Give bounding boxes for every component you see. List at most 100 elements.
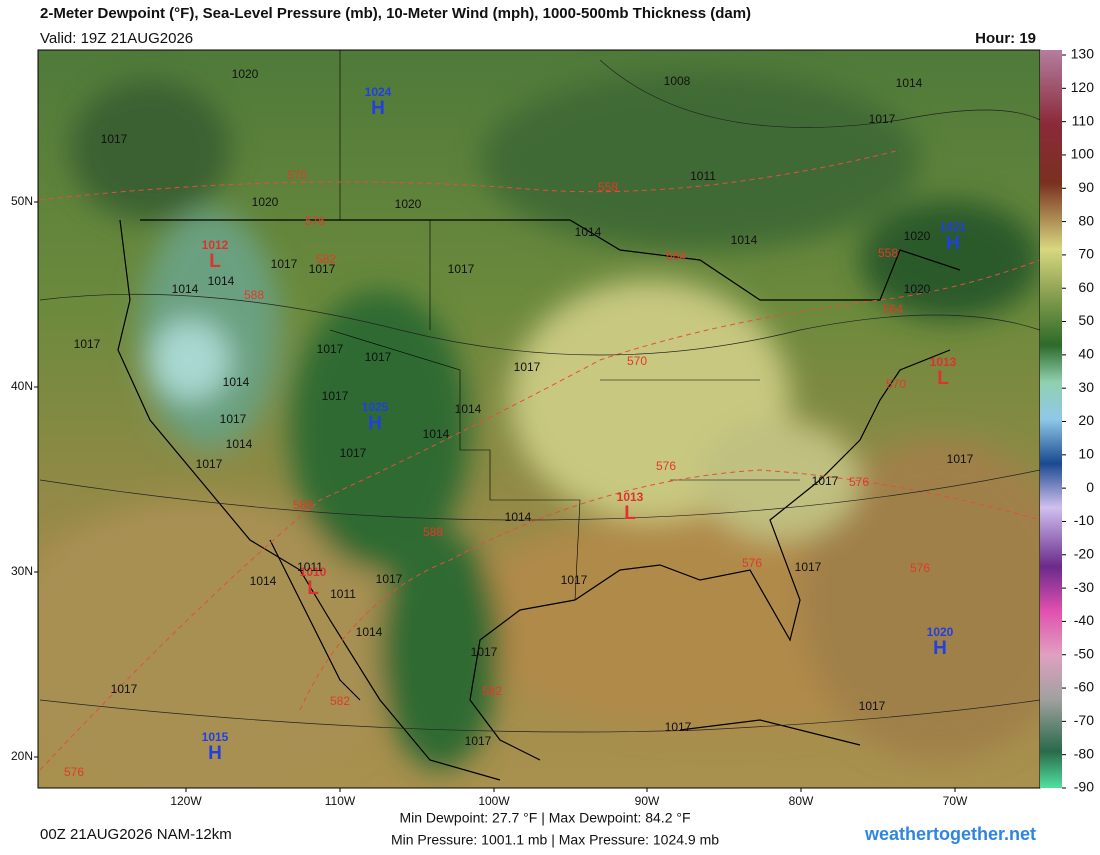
isobar-label: 1017	[448, 262, 475, 276]
thickness-label: 588	[244, 288, 264, 302]
isobar-label: 1020	[232, 67, 259, 81]
isobar-label: 1014	[896, 76, 923, 90]
center-value: 1010	[300, 565, 327, 579]
isobar-label: 1011	[690, 169, 716, 183]
isobar-label: 1017	[561, 573, 588, 587]
colorbar-label: -50	[1074, 645, 1094, 661]
colorbar-label: 60	[1078, 279, 1094, 295]
center-letter: H	[208, 743, 222, 764]
isobar-label: 1017	[665, 720, 692, 734]
lat-label: 30N	[11, 564, 33, 578]
colorbar-label: 70	[1078, 246, 1094, 262]
center-letter: L	[209, 251, 221, 272]
lon-label: 70W	[943, 794, 968, 808]
thickness-label: 564	[666, 249, 686, 263]
colorbar-label: 40	[1078, 346, 1094, 362]
lon-label: 120W	[170, 794, 202, 808]
colorbar-label: -20	[1074, 545, 1094, 561]
isobar-label: 1017	[795, 560, 822, 574]
isobar-label: 1014	[455, 402, 482, 416]
thickness-label: 582	[482, 684, 502, 698]
lat-label: 20N	[11, 749, 33, 763]
thickness-label: 558	[878, 246, 898, 260]
isobar-label: 1014	[731, 233, 758, 247]
colorbar-label: 20	[1078, 412, 1094, 428]
center-letter: L	[937, 368, 949, 389]
thickness-label: 576	[305, 214, 325, 228]
isobar-label: 1014	[505, 510, 532, 524]
center-letter: L	[624, 503, 636, 524]
colorbar-label: 0	[1086, 479, 1094, 495]
center-value: 1021	[940, 220, 967, 234]
isobar-label: 1017	[317, 342, 344, 356]
thickness-label: 576	[849, 475, 869, 489]
isobar-label: 1017	[111, 682, 138, 696]
thickness-label: 582	[330, 694, 350, 708]
map	[38, 50, 1040, 788]
isobar-label: 1017	[74, 337, 101, 351]
thickness-label: 576	[742, 556, 762, 570]
colorbar-label: 50	[1078, 312, 1094, 328]
lon-label: 80W	[789, 794, 814, 808]
lon-label: 90W	[635, 794, 660, 808]
isobar-label: 1017	[376, 572, 403, 586]
isobar-label: 1017	[812, 474, 839, 488]
colorbar-label: -40	[1074, 612, 1094, 628]
center-value: 1025	[362, 400, 389, 414]
center-value: 1020	[927, 625, 954, 639]
center-letter: L	[307, 578, 319, 599]
isobar-label: 1014	[356, 625, 383, 639]
isobar-label: 1017	[859, 699, 886, 713]
colorbar-label: 120	[1071, 79, 1095, 95]
isobar-label: 1014	[226, 437, 253, 451]
center-value: 1013	[930, 355, 957, 369]
isobar-label: 1020	[395, 197, 422, 211]
isobar-label: 1014	[208, 274, 235, 288]
dewpoint-range: Min Dewpoint: 27.7 °F | Max Dewpoint: 84…	[399, 810, 690, 826]
isobar-label: 1020	[904, 229, 931, 243]
colorbar-label: -60	[1074, 679, 1094, 695]
isobar-label: 1017	[471, 645, 498, 659]
isobar-label: 1017	[220, 412, 247, 426]
center-letter: H	[933, 638, 947, 659]
center-value: 1013	[617, 490, 644, 504]
isobar-label: 1014	[172, 282, 199, 296]
isobar-label: 1020	[904, 282, 931, 296]
colorbar-label: -90	[1074, 779, 1094, 795]
isobar-label: 1014	[575, 225, 602, 239]
title: 2-Meter Dewpoint (°F), Sea-Level Pressur…	[40, 5, 751, 22]
site-link[interactable]: weathertogether.net	[864, 824, 1036, 844]
center-letter: H	[946, 233, 960, 254]
isobar-label: 1011	[330, 587, 356, 601]
lat-label: 50N	[11, 194, 33, 208]
colorbar-label: -30	[1074, 579, 1094, 595]
colorbar-label: -10	[1074, 512, 1094, 528]
thickness-label: 564	[883, 302, 903, 316]
lon-label: 110W	[325, 794, 356, 808]
colorbar-label: 80	[1078, 212, 1094, 228]
thickness-label: 558	[598, 180, 618, 194]
isobar-label: 1017	[309, 262, 336, 276]
isobar-label: 1017	[947, 452, 974, 466]
isobar-label: 1014	[423, 427, 450, 441]
lat-label: 40N	[11, 379, 33, 393]
isobar-label: 1017	[101, 132, 128, 146]
isobar-label: 1014	[223, 375, 250, 389]
isobar-label: 1017	[514, 360, 541, 374]
colorbar-label: 130	[1071, 46, 1095, 62]
colorbar-label: 30	[1078, 379, 1094, 395]
center-value: 1012	[202, 238, 229, 252]
pressure-range: Min Pressure: 1001.1 mb | Max Pressure: …	[391, 832, 719, 848]
colorbar-label: 100	[1071, 146, 1095, 162]
colorbar-label: 110	[1072, 112, 1095, 128]
thickness-label: 588	[293, 498, 313, 512]
lon-label: 100W	[478, 794, 510, 808]
center-letter: H	[371, 98, 385, 119]
isobar-label: 1020	[252, 195, 279, 209]
center-value: 1024	[365, 85, 392, 99]
isobar-label: 1017	[196, 457, 223, 471]
model-run: 00Z 21AUG2026 NAM-12km	[40, 826, 232, 843]
isobar-label: 1017	[465, 734, 492, 748]
colorbar-label: 10	[1078, 446, 1094, 462]
